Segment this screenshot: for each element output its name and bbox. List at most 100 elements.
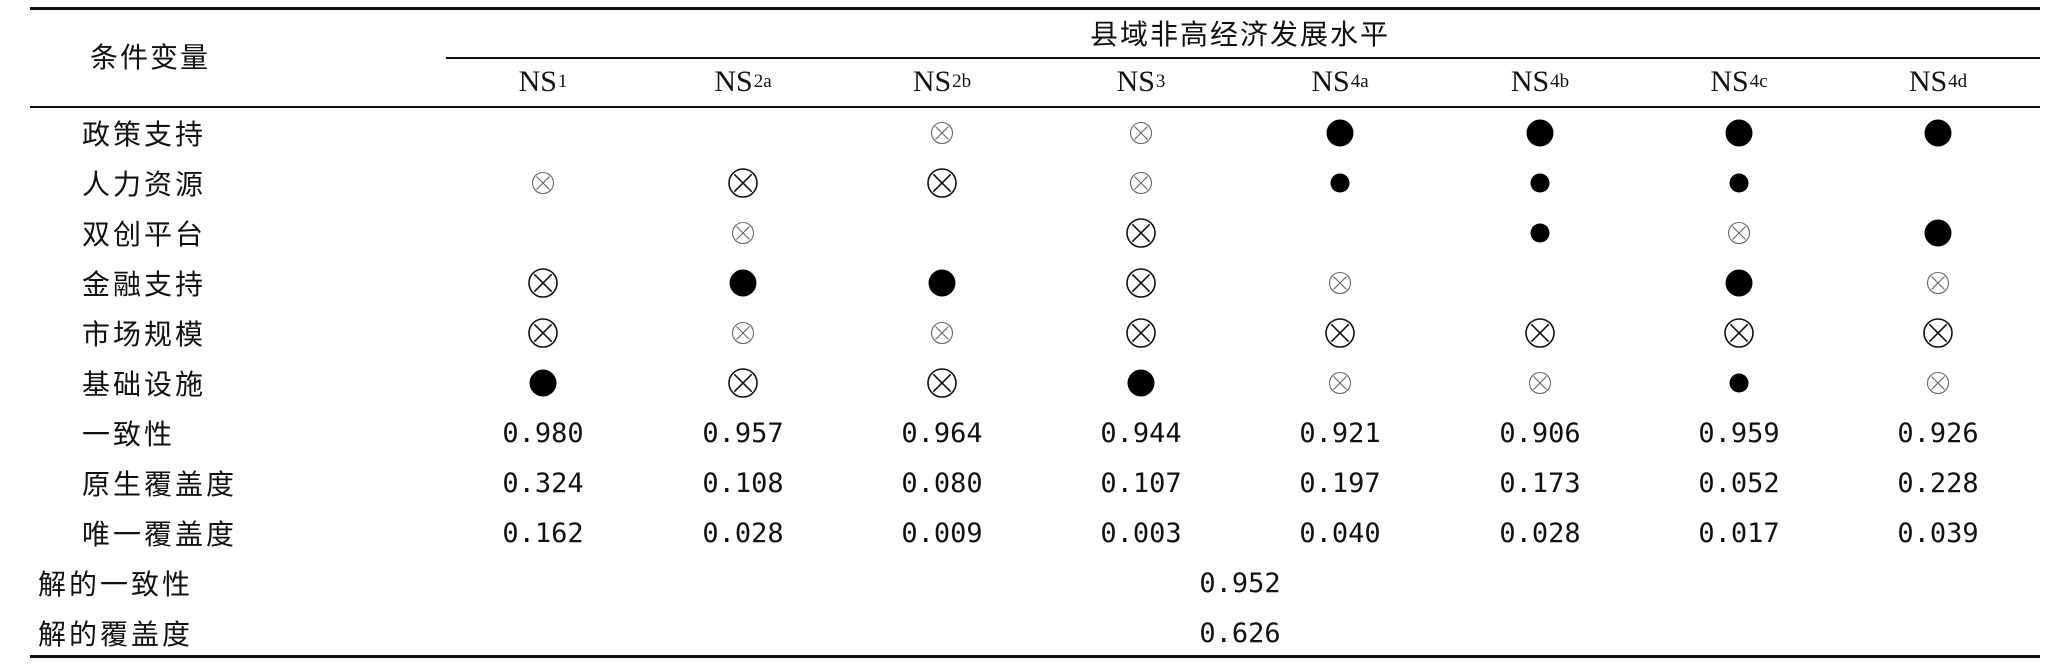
core-present-dot xyxy=(1326,119,1354,147)
header-bottom-rule xyxy=(30,106,2040,108)
empty-cell xyxy=(857,208,1027,258)
core-present-dot xyxy=(1526,119,1554,147)
column-header-base: NS xyxy=(1311,65,1350,98)
core-absent-symbol xyxy=(1654,308,1824,358)
row-label: 双创平台 xyxy=(82,218,207,251)
top-rule xyxy=(30,7,2040,10)
column-header-base: NS xyxy=(1908,65,1948,98)
metric-value: 0.107 xyxy=(1100,467,1182,499)
peripheral-absent-symbol xyxy=(458,158,628,208)
peripheral-present-symbol xyxy=(1255,158,1425,208)
peripheral-absent-symbol xyxy=(857,308,1027,358)
core-present-symbol xyxy=(1654,108,1824,158)
column-header-subscript: 4d xyxy=(1948,71,1968,92)
metric-value: 0.197 xyxy=(1299,467,1381,499)
column-header-base: NS xyxy=(1710,65,1749,98)
core-absent-symbol xyxy=(1056,308,1226,358)
metric-value: 0.957 xyxy=(702,417,784,449)
column-header-subscript: 1 xyxy=(557,71,568,92)
core-present-dot xyxy=(1127,369,1155,397)
metric-value: 0.162 xyxy=(502,517,584,549)
peripheral-present-symbol xyxy=(1455,208,1625,258)
core-absent-symbol xyxy=(1056,208,1226,258)
metric-value: 0.964 xyxy=(901,417,983,449)
metric-value: 0.980 xyxy=(502,417,584,449)
column-header-subscript: 4c xyxy=(1749,71,1768,92)
metric-value: 0.052 xyxy=(1698,467,1780,499)
core-present-symbol xyxy=(1455,108,1625,158)
row-label: 政策支持 xyxy=(82,118,207,151)
metric-value: 0.926 xyxy=(1897,417,1979,449)
peripheral-absent-symbol xyxy=(857,108,1027,158)
core-present-symbol xyxy=(1255,108,1425,158)
column-header: NS 1 xyxy=(458,60,628,104)
column-header: NS 4a xyxy=(1255,60,1425,104)
core-present-dot xyxy=(1725,269,1753,297)
solution-value: 0.952 xyxy=(1199,567,1281,599)
core-present-symbol xyxy=(1853,108,2023,158)
corner-header: 条件变量 xyxy=(89,41,210,74)
column-header-subscript: 3 xyxy=(1155,71,1166,92)
core-absent-symbol xyxy=(458,258,628,308)
column-header-base: NS xyxy=(912,65,952,98)
column-header-base: NS xyxy=(518,65,557,98)
peripheral-present-symbol xyxy=(1455,158,1625,208)
column-header-subscript: 2a xyxy=(753,71,772,92)
core-absent-symbol xyxy=(1056,258,1226,308)
core-present-dot xyxy=(1924,219,1952,247)
core-present-symbol xyxy=(1654,258,1824,308)
metric-value: 0.080 xyxy=(901,467,983,499)
metric-value: 0.040 xyxy=(1299,517,1381,549)
core-absent-symbol xyxy=(1255,308,1425,358)
column-header-base: NS xyxy=(1116,65,1155,98)
column-header: NS 4c xyxy=(1654,60,1824,104)
column-header: NS 4d xyxy=(1853,60,2023,104)
peripheral-absent-symbol xyxy=(1056,108,1226,158)
core-present-symbol xyxy=(857,258,1027,308)
empty-cell xyxy=(1853,158,2023,208)
core-absent-symbol xyxy=(658,358,828,408)
metric-label: 唯一覆盖度 xyxy=(82,518,238,551)
peripheral-absent-symbol xyxy=(1455,358,1625,408)
core-present-dot xyxy=(529,369,557,397)
column-header: NS 2a xyxy=(658,60,828,104)
peripheral-absent-symbol xyxy=(1853,258,2023,308)
core-absent-symbol xyxy=(857,358,1027,408)
column-header-subscript: 2b xyxy=(952,71,972,92)
metric-value: 0.028 xyxy=(702,517,784,549)
metric-value: 0.108 xyxy=(702,467,784,499)
peripheral-present-dot xyxy=(1729,373,1749,393)
peripheral-absent-symbol xyxy=(1255,258,1425,308)
core-present-dot xyxy=(729,269,757,297)
core-present-dot xyxy=(1725,119,1753,147)
solution-value: 0.626 xyxy=(1199,617,1281,649)
core-present-symbol xyxy=(658,258,828,308)
peripheral-absent-symbol xyxy=(1853,358,2023,408)
metric-label: 原生覆盖度 xyxy=(82,468,238,501)
metric-value: 0.017 xyxy=(1698,517,1780,549)
metric-value: 0.906 xyxy=(1499,417,1581,449)
empty-cell xyxy=(458,208,628,258)
peripheral-absent-symbol xyxy=(1654,208,1824,258)
metric-value: 0.228 xyxy=(1897,467,1979,499)
column-header-base: NS xyxy=(1510,65,1550,98)
peripheral-absent-symbol xyxy=(1056,158,1226,208)
metric-value: 0.944 xyxy=(1100,417,1182,449)
core-absent-symbol xyxy=(658,158,828,208)
metric-value: 0.921 xyxy=(1299,417,1381,449)
peripheral-present-dot xyxy=(1729,173,1749,193)
core-present-symbol xyxy=(1056,358,1226,408)
empty-cell xyxy=(1455,258,1625,308)
group-underline xyxy=(446,57,2040,59)
column-header-base: NS xyxy=(714,65,753,98)
metric-value: 0.039 xyxy=(1897,517,1979,549)
core-present-symbol xyxy=(458,358,628,408)
peripheral-absent-symbol xyxy=(658,208,828,258)
peripheral-present-dot xyxy=(1530,223,1550,243)
peripheral-absent-symbol xyxy=(1255,358,1425,408)
peripheral-present-symbol xyxy=(1654,158,1824,208)
column-header: NS 3 xyxy=(1056,60,1226,104)
metric-value: 0.003 xyxy=(1100,517,1182,549)
metric-value: 0.028 xyxy=(1499,517,1581,549)
